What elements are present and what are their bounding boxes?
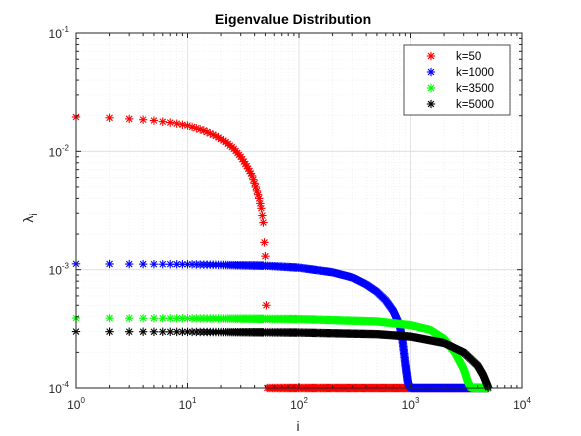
tick-label-layer: 100 101 102 103 104 10-4 10-3 10-2 10-1: [49, 25, 532, 412]
y-tick-label: 10-1: [49, 25, 70, 41]
legend-label: k=5000: [456, 99, 494, 111]
legend-label: k=3500: [456, 83, 494, 95]
legend-marker: [426, 51, 436, 61]
data-point: [149, 314, 159, 323]
data-point: [258, 211, 267, 220]
legend: k=50 k=1000 k=3500 k=5000: [403, 44, 511, 116]
x-tick-label: 101: [179, 396, 197, 412]
data-point: [124, 114, 134, 124]
data-point: [262, 301, 271, 310]
data-point: [138, 115, 148, 124]
data-point: [172, 327, 181, 337]
series-k=5000: [71, 327, 493, 392]
y-axis-label-symbol: λ: [20, 216, 36, 223]
data-point: [124, 259, 134, 269]
data-point: [187, 122, 197, 132]
data-point: [124, 313, 134, 323]
x-tick-label: 102: [290, 396, 308, 412]
legend-marker: [426, 99, 436, 109]
y-tick-label: 10-4: [49, 380, 70, 396]
data-point: [257, 204, 266, 213]
data-point: [138, 314, 148, 323]
data-point: [105, 313, 114, 323]
frame-layer: [75, 32, 523, 389]
chart-title: Eigenvalue Distribution: [215, 11, 371, 27]
x-tick-label: 100: [67, 396, 85, 412]
legend-marker: [426, 67, 436, 77]
data-point: [260, 238, 269, 247]
y-axis-label: λi: [20, 213, 40, 222]
data-point: [172, 260, 181, 269]
legend-label: k=50: [456, 51, 481, 63]
data-point: [259, 218, 268, 227]
data-point: [158, 314, 167, 323]
data-point: [158, 260, 167, 269]
data-point: [158, 327, 167, 337]
data-point: [261, 251, 270, 261]
x-axis-label: i: [296, 418, 299, 434]
y-axis-label-subscript: i: [29, 213, 40, 215]
y-tick-label: 10-2: [49, 143, 70, 159]
legend-label: k=1000: [456, 67, 494, 79]
legend-box: [403, 44, 511, 116]
data-point: [247, 171, 257, 181]
data-point: [138, 259, 148, 269]
data-point: [124, 327, 134, 336]
y-tick-label: 10-3: [49, 262, 70, 278]
data-point: [166, 118, 175, 127]
data-point: [178, 327, 187, 337]
data-point: [172, 119, 181, 128]
x-tick-label: 104: [513, 396, 531, 412]
data-point: [256, 199, 265, 208]
data-point: [105, 113, 114, 123]
data-point: [192, 124, 201, 133]
data-point: [178, 120, 187, 129]
x-tick-label: 103: [402, 396, 420, 412]
data-point: [149, 259, 159, 269]
data-point: [149, 327, 159, 336]
legend-marker: [426, 83, 436, 93]
data-point: [105, 327, 114, 336]
data-point: [138, 327, 148, 336]
data-point: [105, 259, 114, 269]
data-point: [149, 116, 159, 125]
data-point: [158, 117, 167, 126]
data-point: [255, 194, 264, 203]
